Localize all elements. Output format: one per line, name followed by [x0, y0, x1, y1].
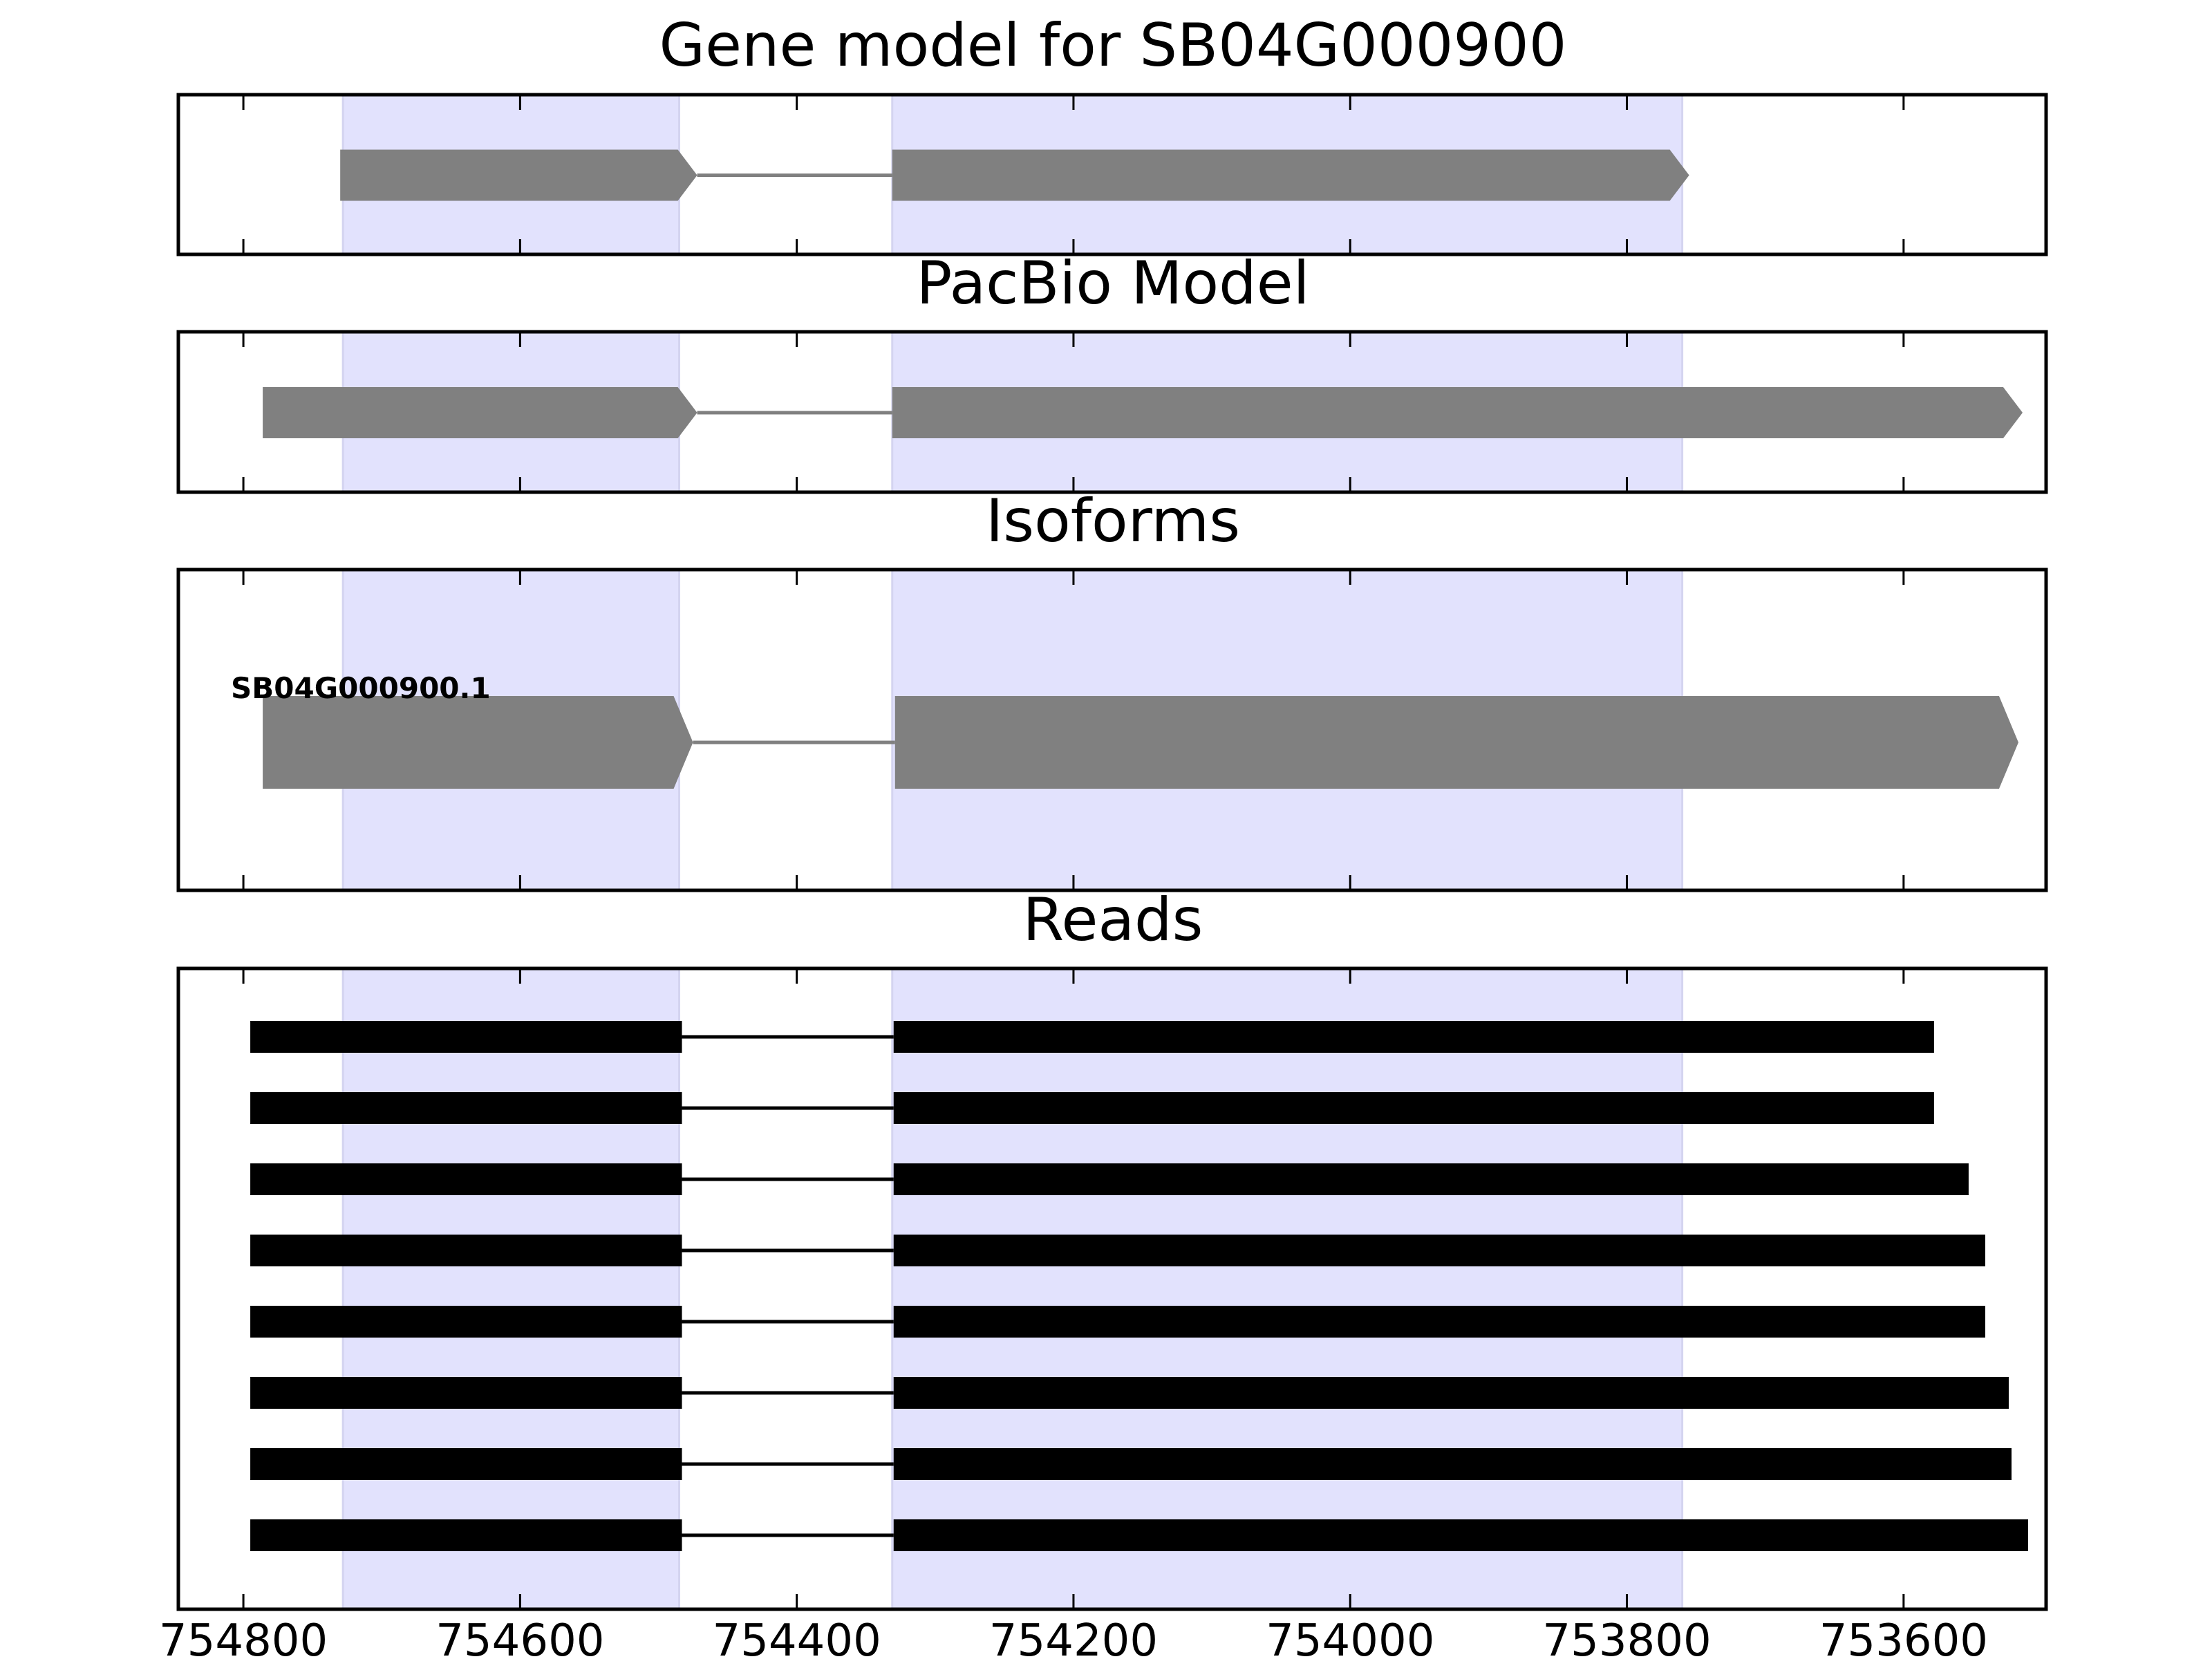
- reads-panel: [176, 966, 2048, 1611]
- panel-frame: [176, 966, 2048, 1611]
- read-exon-block: [250, 1092, 682, 1124]
- x-tick-label: 754200: [989, 1615, 1158, 1659]
- x-tick-label: 753600: [1819, 1615, 1988, 1659]
- gene-model-title: Gene model for SB04G000900: [659, 11, 1567, 80]
- read-exon-block: [893, 1163, 1969, 1195]
- x-axis-tick-labels: 754800 754600 754400 754200 754000 753800 7536…: [159, 1615, 1988, 1659]
- exon-arrow: [263, 387, 697, 438]
- exon-arrow: [892, 387, 2023, 438]
- exon-arrow: [894, 696, 2018, 789]
- read-exon-block: [250, 1163, 682, 1195]
- gene-model-panel: [176, 93, 2048, 256]
- read-exon-block: [250, 1448, 682, 1480]
- pacbio-model-panel: [176, 330, 2048, 494]
- pacbio-model-title: PacBio Model: [916, 249, 1309, 318]
- x-tick-label: 754600: [435, 1615, 604, 1659]
- read-exon-block: [893, 1448, 2012, 1480]
- isoforms-title: Isoforms: [986, 487, 1240, 556]
- read-exon-block: [250, 1306, 682, 1338]
- exon-region-highlight: [891, 967, 1684, 1611]
- exon-arrow: [263, 696, 693, 789]
- read-exon-block: [893, 1306, 1985, 1338]
- panel-frame: [176, 568, 2048, 892]
- read-exon-block: [893, 1092, 1934, 1124]
- read-exon-block: [250, 1021, 682, 1053]
- reads-title: Reads: [1023, 885, 1203, 955]
- panel-frame: [176, 93, 2048, 256]
- isoform-label: SB04G000900.1: [231, 671, 491, 705]
- x-tick-label: 754400: [713, 1615, 881, 1659]
- isoforms-panel: [176, 568, 2048, 892]
- read-exon-block: [893, 1021, 1934, 1053]
- x-tick-label: 753800: [1542, 1615, 1711, 1659]
- read-exon-block: [250, 1519, 682, 1551]
- panel-frame: [176, 330, 2048, 494]
- exon-region-highlight: [341, 967, 681, 1611]
- exon-arrow: [340, 149, 697, 201]
- read-exon-block: [893, 1235, 1985, 1266]
- read-exon-block: [893, 1519, 2028, 1551]
- read-exon-block: [250, 1377, 682, 1409]
- x-tick-label: 754800: [159, 1615, 328, 1659]
- exon-arrow: [892, 149, 1689, 201]
- read-exon-block: [250, 1235, 682, 1266]
- x-tick-label: 754000: [1266, 1615, 1434, 1659]
- read-exon-block: [893, 1377, 2009, 1409]
